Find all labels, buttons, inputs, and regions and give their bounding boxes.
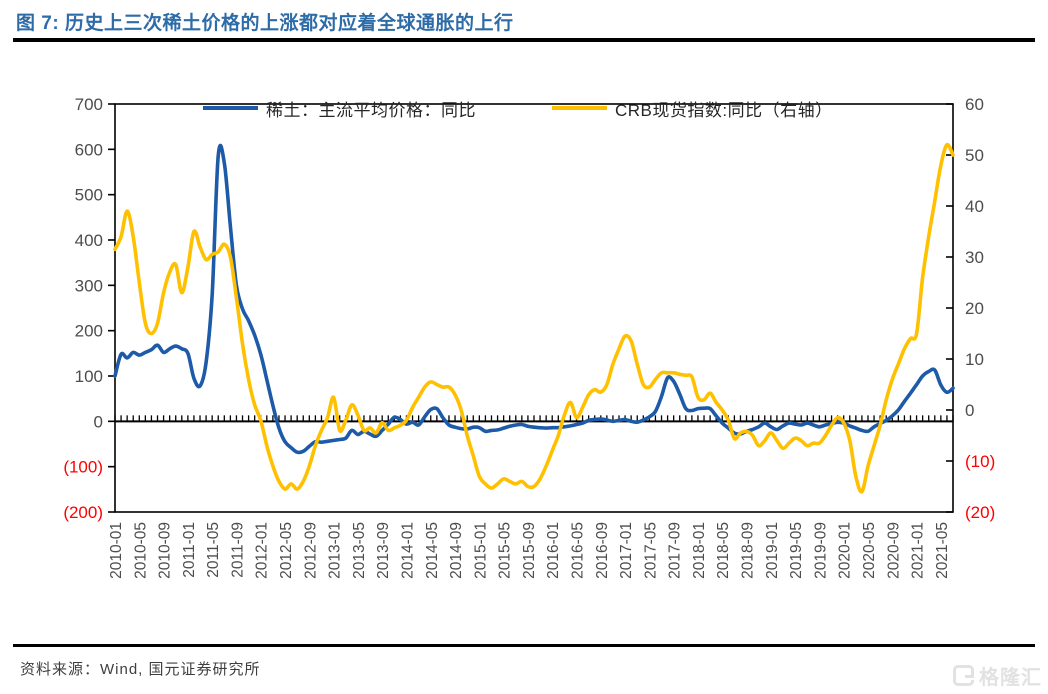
y-axis-left-tick-label: 100	[75, 367, 103, 386]
y-axis-right-tick-label: (20)	[965, 503, 995, 522]
x-axis-tick-label: 2010-01	[108, 522, 125, 579]
x-axis-tick-label: 2019-01	[764, 522, 781, 579]
x-axis-tick-label: 2019-05	[788, 522, 805, 579]
x-axis-tick-label: 2019-09	[812, 522, 829, 579]
x-axis-tick-label: 2017-05	[642, 522, 659, 579]
x-axis-tick-label: 2021-05	[934, 522, 951, 579]
y-axis-left-tick-label: (200)	[63, 503, 103, 522]
x-axis-tick-label: 2013-05	[351, 522, 368, 579]
series-line-rare-earth	[113, 143, 955, 455]
x-axis-tick-label: 2020-05	[861, 522, 878, 579]
x-axis-tick-label: 2012-05	[278, 522, 295, 579]
y-axis-left-tick-label: 200	[75, 322, 103, 341]
x-axis-tick-label: 2015-01	[472, 522, 489, 579]
y-axis-left-tick-label: (100)	[63, 458, 103, 477]
x-axis-tick-label: 2013-01	[327, 522, 344, 579]
x-axis-tick-label: 2018-09	[740, 522, 757, 579]
gelonghui-icon	[953, 665, 974, 686]
x-axis-tick-label: 2017-09	[667, 522, 684, 579]
watermark-text: 格隆汇	[979, 667, 1042, 689]
source-note: 资料来源：Wind, 国元证券研究所	[20, 661, 261, 678]
y-axis-left-tick-label: 700	[75, 95, 103, 114]
y-axis-right-tick-label: 20	[965, 299, 984, 318]
x-axis-tick-label: 2016-05	[570, 522, 587, 579]
footer-divider	[13, 644, 1035, 647]
figure-title: 图 7: 历史上三次稀土价格的上涨都对应着全球通胀的上行	[16, 13, 514, 34]
series-line-crb	[113, 142, 955, 494]
x-axis-tick-label: 2013-09	[375, 522, 392, 579]
x-axis-tick-label: 2021-01	[910, 522, 927, 579]
x-axis-tick-label: 2016-09	[594, 522, 611, 579]
y-axis-left-tick-label: 400	[75, 231, 103, 250]
x-axis-tick-label: 2020-01	[837, 522, 854, 579]
x-axis-tick-label: 2010-09	[157, 522, 174, 579]
y-axis-right-tick-label: 10	[965, 350, 984, 369]
y-axis-right-tick-label: 50	[965, 146, 984, 165]
watermark-logo: 格隆汇	[953, 661, 1042, 690]
y-axis-right-tick-label: (10)	[965, 452, 995, 471]
x-axis-tick-label: 2014-09	[448, 522, 465, 579]
x-axis-tick-label: 2015-05	[497, 522, 514, 579]
x-axis-tick-label: 2018-01	[691, 522, 708, 579]
title-divider	[13, 38, 1035, 42]
y-axis-right-tick-label: 40	[965, 197, 984, 216]
x-axis-tick-label: 2012-01	[254, 522, 271, 579]
y-axis-right-tick-label: 0	[965, 401, 974, 420]
x-axis-tick-label: 2014-05	[424, 522, 441, 579]
y-axis-left-tick-label: 300	[75, 276, 103, 295]
y-axis-left-tick-label: 0	[94, 412, 103, 431]
x-axis-tick-label: 2018-05	[715, 522, 732, 579]
y-axis-right-tick-label: 60	[965, 95, 984, 114]
x-axis-tick-label: 2010-05	[132, 522, 149, 579]
x-axis-tick-label: 2011-05	[205, 522, 222, 578]
x-axis-tick-label: 2014-01	[399, 522, 416, 579]
y-axis-left-tick-label: 500	[75, 186, 103, 205]
y-axis-right-tick-label: 30	[965, 248, 984, 267]
y-axis-left-tick-label: 600	[75, 140, 103, 159]
x-axis-tick-label: 2015-09	[521, 522, 538, 579]
x-axis-tick-label: 2020-09	[885, 522, 902, 579]
x-axis-tick-label: 2016-01	[545, 522, 562, 579]
x-axis-tick-label: 2012-09	[302, 522, 319, 579]
x-axis-tick-label: 2011-01	[181, 522, 198, 578]
x-axis-tick-label: 2017-01	[618, 522, 635, 579]
x-axis-tick-label: 2011-09	[229, 522, 246, 578]
